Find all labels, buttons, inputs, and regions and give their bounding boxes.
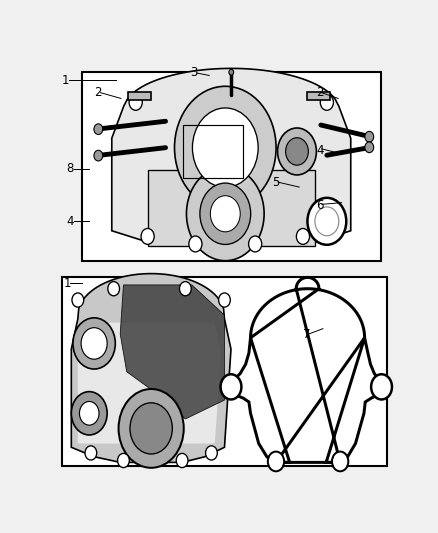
- Polygon shape: [112, 68, 351, 246]
- Text: 7: 7: [303, 328, 310, 341]
- Circle shape: [130, 403, 172, 454]
- Text: 1: 1: [63, 277, 71, 290]
- Circle shape: [371, 374, 392, 399]
- Bar: [148, 171, 315, 246]
- Circle shape: [117, 454, 129, 467]
- Circle shape: [320, 94, 333, 110]
- Text: 1: 1: [61, 74, 69, 87]
- Circle shape: [297, 229, 310, 244]
- Circle shape: [192, 108, 258, 188]
- Circle shape: [72, 293, 84, 307]
- Circle shape: [79, 401, 99, 425]
- Bar: [128, 92, 151, 100]
- Circle shape: [94, 150, 103, 161]
- Text: 6: 6: [316, 199, 324, 212]
- Circle shape: [205, 446, 217, 460]
- Circle shape: [278, 128, 316, 175]
- Circle shape: [210, 196, 240, 232]
- Circle shape: [332, 451, 348, 471]
- Polygon shape: [120, 285, 224, 419]
- Circle shape: [119, 389, 184, 468]
- Polygon shape: [78, 322, 221, 443]
- Circle shape: [200, 183, 251, 245]
- Circle shape: [81, 328, 107, 359]
- Circle shape: [108, 281, 120, 296]
- Bar: [184, 125, 243, 178]
- Circle shape: [315, 207, 339, 236]
- Bar: [307, 92, 330, 100]
- Circle shape: [174, 86, 276, 209]
- Circle shape: [73, 318, 115, 369]
- Circle shape: [189, 236, 202, 252]
- Circle shape: [176, 454, 188, 467]
- Text: 8: 8: [67, 162, 74, 175]
- Polygon shape: [71, 273, 231, 463]
- Circle shape: [187, 167, 264, 261]
- Text: 5: 5: [272, 176, 279, 189]
- Circle shape: [180, 281, 191, 296]
- Circle shape: [307, 198, 346, 245]
- Text: 4: 4: [67, 215, 74, 229]
- Text: 3: 3: [191, 67, 198, 79]
- Circle shape: [71, 392, 107, 435]
- Circle shape: [141, 229, 154, 244]
- Bar: [82, 72, 381, 261]
- Circle shape: [249, 236, 262, 252]
- Circle shape: [219, 293, 230, 307]
- Text: 2: 2: [94, 86, 101, 99]
- Circle shape: [365, 132, 374, 142]
- Circle shape: [85, 446, 97, 460]
- Text: 2: 2: [316, 86, 324, 99]
- Circle shape: [286, 138, 308, 165]
- Text: 4: 4: [316, 144, 324, 157]
- Circle shape: [229, 69, 233, 75]
- Bar: [61, 277, 387, 466]
- Circle shape: [94, 124, 103, 134]
- Circle shape: [365, 142, 374, 152]
- Circle shape: [268, 451, 284, 471]
- Circle shape: [129, 94, 142, 110]
- Circle shape: [221, 374, 241, 399]
